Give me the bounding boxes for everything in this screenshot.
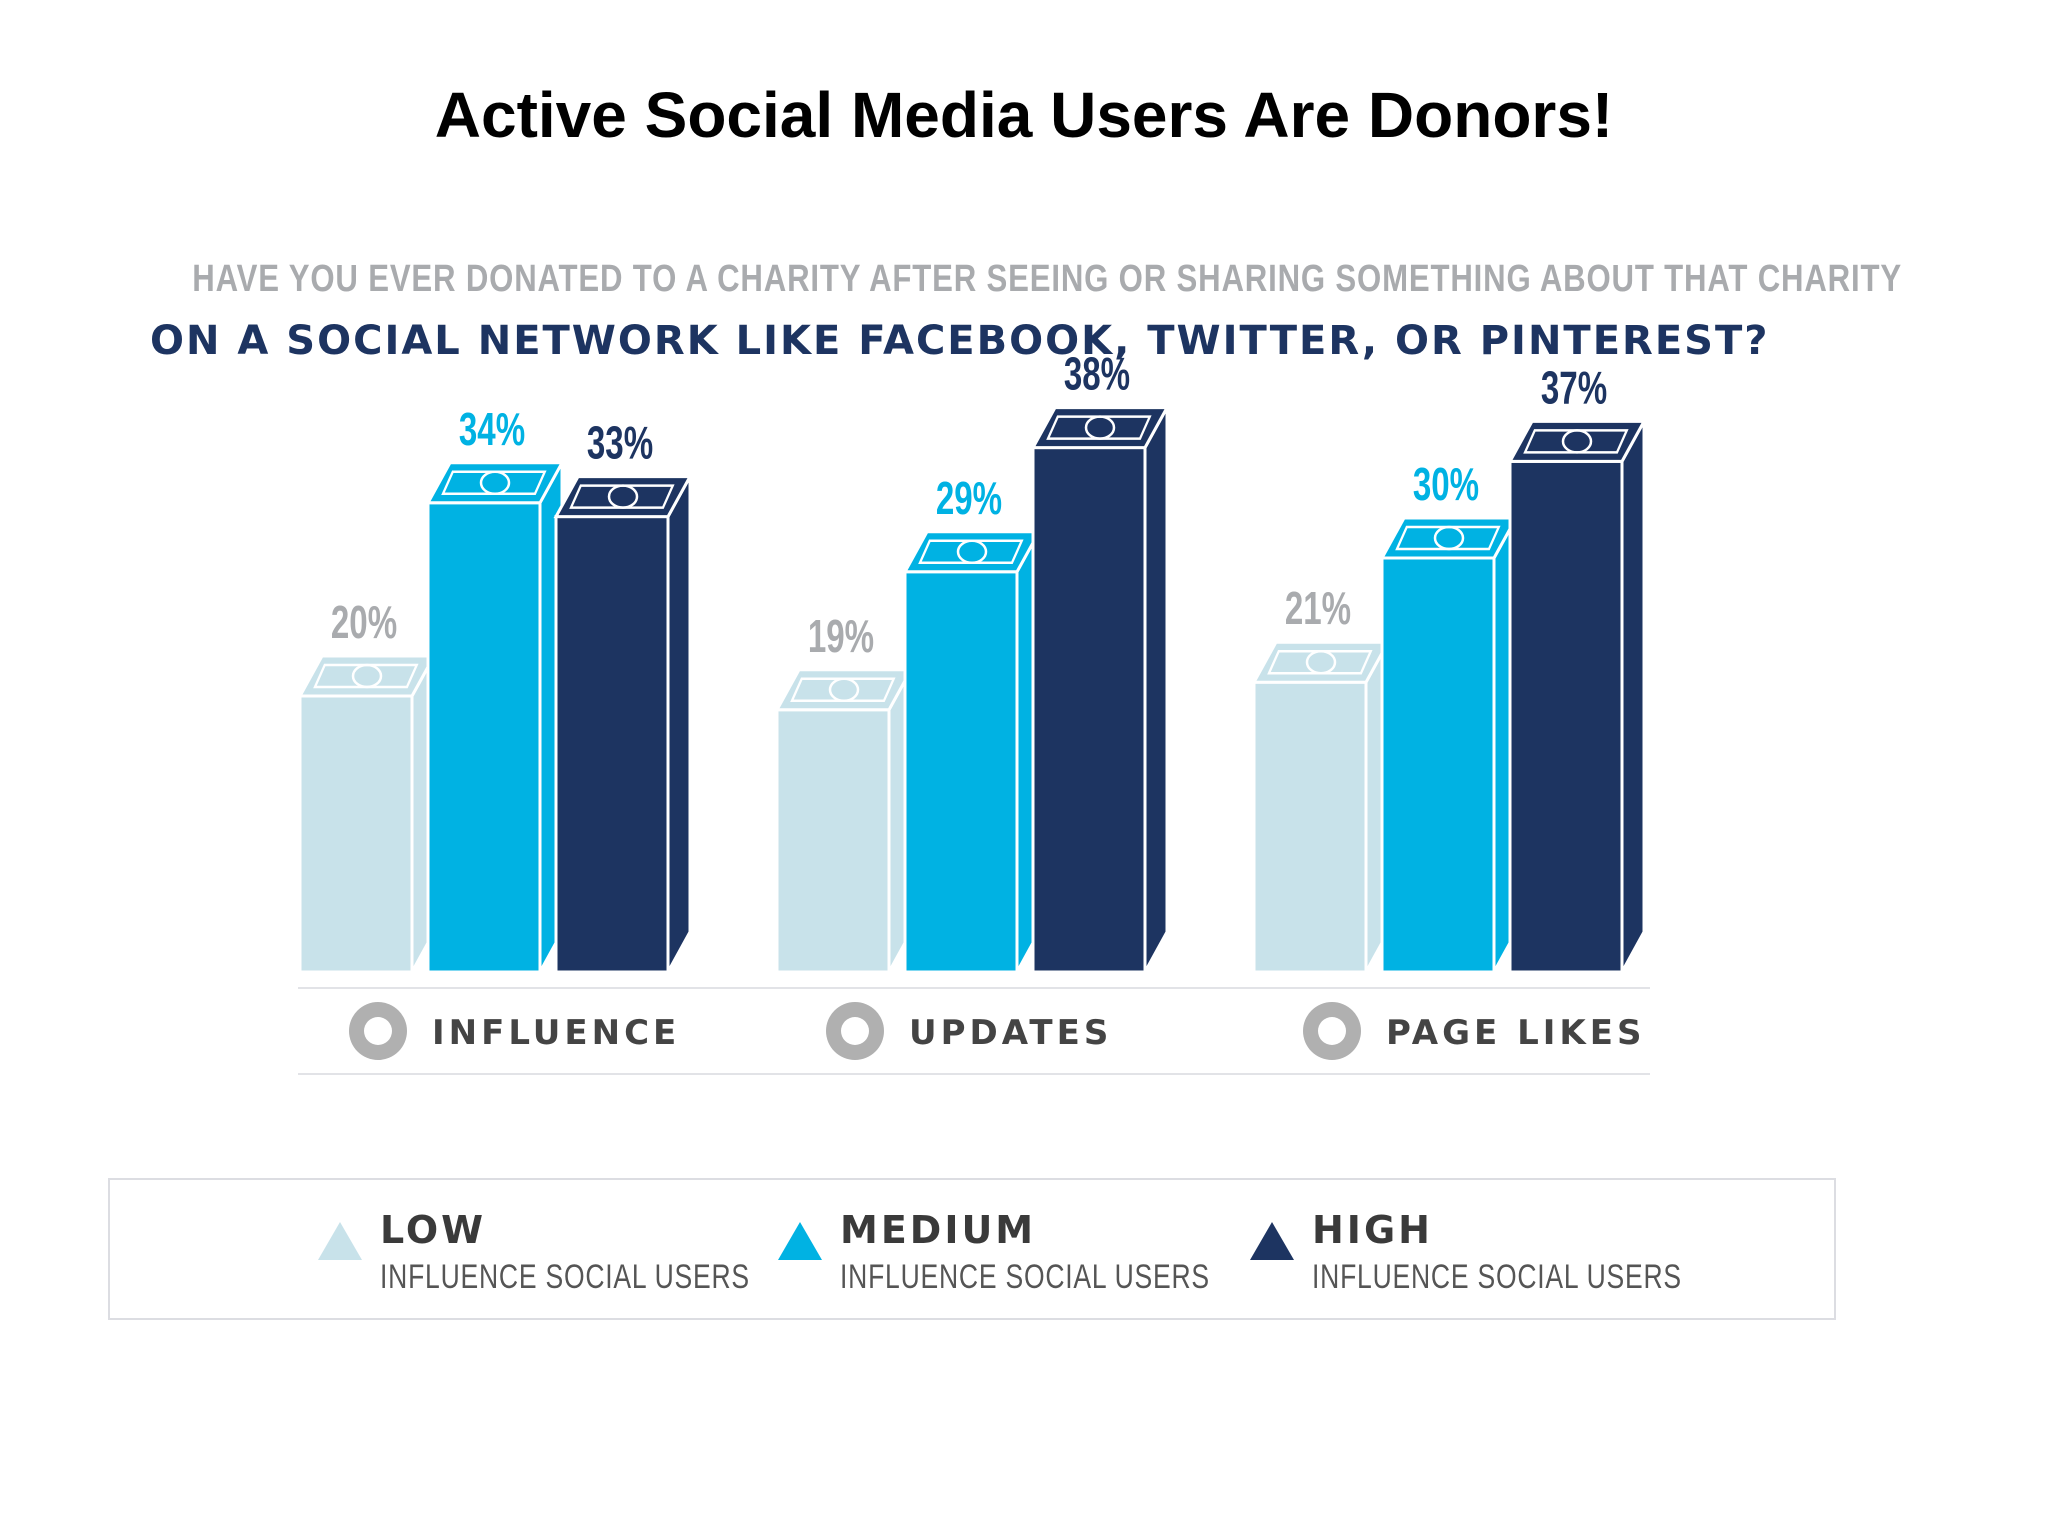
category-label-0: INFLUENCE bbox=[432, 1013, 680, 1053]
bar-high-2-side bbox=[1620, 420, 1646, 973]
question-line-2: ON A SOCIAL NETWORK LIKE FACEBOOK, TWITT… bbox=[150, 318, 1770, 364]
bar-medium-2 bbox=[1380, 556, 1496, 974]
legend-sub: INFLUENCE SOCIAL USERS bbox=[1312, 1258, 1682, 1296]
bar-low-0 bbox=[298, 694, 414, 974]
value-label-low-2: 21% bbox=[1285, 584, 1351, 634]
bar-high-2 bbox=[1508, 459, 1624, 974]
bill-coin-icon bbox=[1433, 525, 1465, 551]
value-label-medium-0: 34% bbox=[459, 405, 525, 455]
bill-coin-icon bbox=[607, 484, 639, 509]
bar-high-0-side bbox=[666, 475, 692, 973]
bar-low-2 bbox=[1252, 680, 1368, 974]
low-triangle-icon bbox=[318, 1222, 362, 1260]
bill-coin-icon bbox=[479, 470, 511, 496]
value-label-low-1: 19% bbox=[808, 612, 874, 662]
legend-name: LOW bbox=[380, 1208, 487, 1252]
value-label-medium-2: 30% bbox=[1413, 460, 1479, 510]
bill-coin-icon bbox=[351, 663, 383, 689]
question-line-1: HAVE YOU EVER DONATED TO A CHARITY AFTER… bbox=[192, 258, 1902, 300]
category-label-2: PAGE LIKES bbox=[1386, 1013, 1645, 1053]
high-triangle-icon bbox=[1250, 1222, 1294, 1260]
thumbs-up-icon-inner bbox=[1318, 1017, 1346, 1045]
legend-sub: INFLUENCE SOCIAL USERS bbox=[840, 1258, 1210, 1296]
bar-low-1 bbox=[775, 708, 891, 974]
value-label-low-0: 20% bbox=[331, 598, 397, 648]
bill-coin-icon bbox=[1305, 649, 1337, 675]
value-label-high-2: 37% bbox=[1541, 363, 1607, 413]
value-label-medium-1: 29% bbox=[936, 474, 1002, 524]
bar-medium-0 bbox=[426, 501, 542, 974]
slide-title: Active Social Media Users Are Donors! bbox=[434, 79, 1614, 151]
bill-coin-icon bbox=[1561, 429, 1593, 454]
value-label-high-0: 33% bbox=[587, 418, 653, 468]
legend-name: HIGH bbox=[1312, 1208, 1433, 1252]
bar-high-1 bbox=[1031, 446, 1147, 974]
bar-medium-1 bbox=[903, 570, 1019, 974]
legend-name: MEDIUM bbox=[840, 1208, 1037, 1252]
bill-coin-icon bbox=[1084, 415, 1116, 440]
category-label-1: UPDATES bbox=[909, 1013, 1112, 1053]
speech-bubble-icon-inner bbox=[841, 1017, 869, 1045]
legend: LOW INFLUENCE SOCIAL USERS MEDIUM INFLUE… bbox=[108, 1178, 1836, 1320]
medium-triangle-icon bbox=[778, 1222, 822, 1260]
bill-coin-icon bbox=[956, 539, 988, 565]
asterisk-icon-inner bbox=[364, 1017, 392, 1045]
bar-high-0 bbox=[554, 515, 670, 974]
bill-coin-icon bbox=[828, 677, 860, 703]
legend-sub: INFLUENCE SOCIAL USERS bbox=[380, 1258, 750, 1296]
value-label-high-1: 38% bbox=[1064, 349, 1130, 399]
bar-high-1-side bbox=[1143, 406, 1169, 973]
